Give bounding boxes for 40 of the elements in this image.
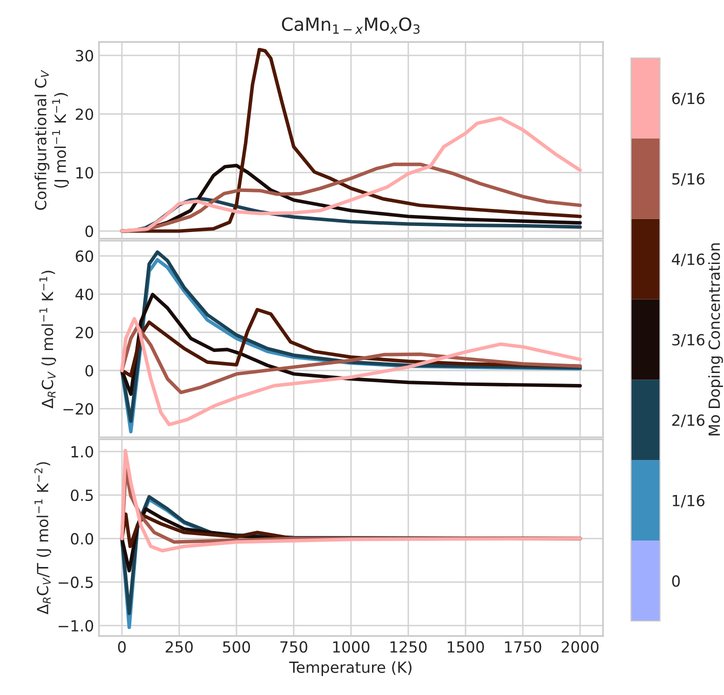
y-tick-label: 40 (75, 288, 94, 300)
color-bar-label: 2/16 (672, 414, 704, 428)
color-bar-label: 6/16 (672, 92, 704, 106)
line-series (120, 116, 582, 233)
line-series (120, 448, 582, 552)
text: Configurational C$_{V}$ (J mol$^{−1}$ K$^{−1}$) (34, 70, 69, 210)
x-tick-label: 2000 (562, 641, 599, 653)
x-tick-label: 750 (280, 641, 308, 653)
x-tick-label: 1000 (333, 641, 370, 653)
text: Δ$_{R}$C$_{V}$/T (J mol$^{−1}$ K$^{−2}$) (34, 462, 52, 614)
x-tick-label: 500 (223, 641, 250, 653)
text: Δ$_{R}$C$_{V}$ (J mol$^{−1}$ K$^{−1}$) (39, 270, 56, 408)
y-tick-label: 0.5 (70, 489, 93, 502)
line-series (120, 317, 582, 426)
y-tick-label: 10 (76, 166, 94, 179)
x-tick-label: 1250 (390, 641, 427, 653)
y-tick-label: 20 (76, 108, 94, 120)
y-tick-label: 0 (85, 364, 94, 377)
x-tick-label: 1500 (448, 641, 484, 653)
chart-title: CaMn$_{1−x}$Mo$_{x}$O$_{3}$ (282, 17, 420, 34)
color-bar-label: 1/16 (672, 494, 704, 508)
y-tick-label: 60 (76, 250, 94, 262)
y-tick-label: 0.0 (70, 533, 94, 545)
y-tick-label: 0 (85, 226, 94, 238)
x-axis-title: Temperature (K) (289, 661, 412, 676)
color-bar-label: 3/16 (672, 334, 704, 347)
y-tick-label: −0.5 (58, 576, 93, 588)
y-tick-label: 20 (76, 326, 94, 338)
x-tick-label: 0 (118, 641, 126, 653)
y-tick-label: 30 (76, 50, 94, 62)
y-tick-label: −20 (64, 403, 94, 415)
y-tick-label: 1.0 (72, 446, 94, 458)
y-tick-label: −1.0 (58, 620, 94, 632)
color-bar-label: 0 (672, 575, 680, 587)
color-bar-title: Mo Doping Concentration (708, 243, 723, 436)
color-bar-label: 5/16 (672, 173, 704, 186)
x-tick-label: 1750 (505, 641, 542, 653)
color-bar-label: 4/16 (672, 254, 704, 266)
line-series (120, 48, 582, 233)
x-tick-label: 250 (166, 641, 193, 653)
